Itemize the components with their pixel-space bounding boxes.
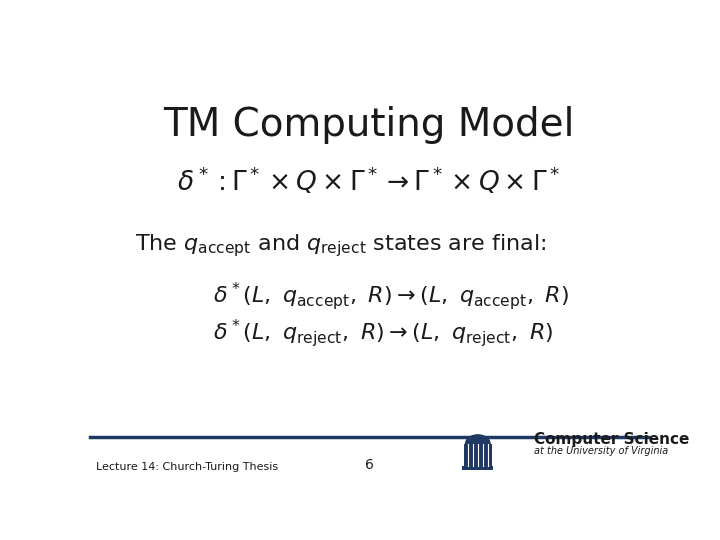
Text: $\delta^*(L,\ q_{\mathrm{reject}},\ R) \rightarrow (L,\ q_{\mathrm{reject}},\ R): $\delta^*(L,\ q_{\mathrm{reject}},\ R) \…	[213, 317, 553, 349]
Text: The $q_{\mathrm{accept}}$ and $q_{\mathrm{reject}}$ states are final:: The $q_{\mathrm{accept}}$ and $q_{\mathr…	[135, 232, 546, 259]
Text: $\delta^*(L,\ q_{\mathrm{accept}},\ R) \rightarrow (L,\ q_{\mathrm{accept}},\ R): $\delta^*(L,\ q_{\mathrm{accept}},\ R) \…	[213, 280, 569, 312]
Wedge shape	[466, 435, 490, 444]
Text: Lecture 14: Church-Turing Thesis: Lecture 14: Church-Turing Thesis	[96, 462, 278, 472]
Text: at the University of Virginia: at the University of Virginia	[534, 446, 668, 456]
Text: TM Computing Model: TM Computing Model	[163, 106, 575, 144]
FancyBboxPatch shape	[464, 444, 492, 466]
Text: Computer Science: Computer Science	[534, 433, 689, 447]
Text: $\delta^*: \Gamma^* \times Q \times \Gamma^* \rightarrow \Gamma^* \times Q \time: $\delta^*: \Gamma^* \times Q \times \Gam…	[177, 165, 561, 197]
Text: 6: 6	[364, 458, 374, 472]
Bar	[464, 464, 492, 468]
Bar	[462, 467, 493, 470]
